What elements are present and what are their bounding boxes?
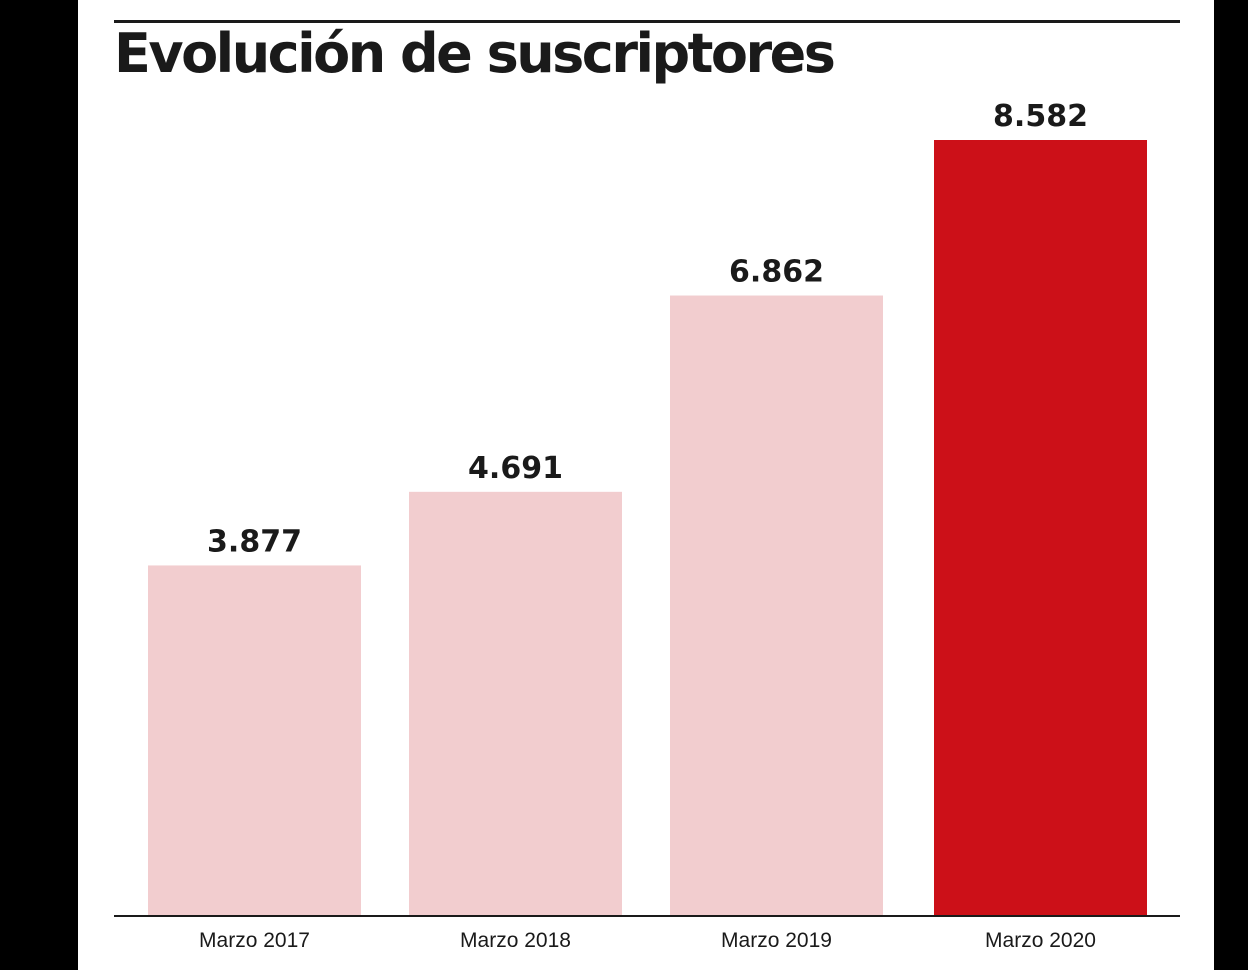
bar-4 — [934, 140, 1147, 916]
category-label-1: Marzo 2017 — [199, 929, 310, 952]
bars-group — [148, 140, 1147, 916]
bar-2 — [409, 491, 622, 916]
chart-panel: Evolución de suscriptores 3.877 4.691 6.86… — [78, 0, 1214, 970]
value-labels-group: 3.877 4.691 6.862 8.582 — [207, 99, 1088, 559]
category-label-4: Marzo 2020 — [985, 929, 1096, 952]
value-label-1: 3.877 — [207, 524, 302, 559]
bar-1 — [148, 565, 361, 916]
value-label-2: 4.691 — [468, 451, 563, 486]
category-label-2: Marzo 2018 — [460, 929, 571, 952]
chart-title: Evolución de suscriptores — [114, 22, 836, 85]
tick-labels-group: Marzo 2017 Marzo 2018 Marzo 2019 Marzo 2020 — [199, 929, 1096, 952]
value-label-3: 6.862 — [729, 255, 824, 290]
bar-3 — [670, 295, 883, 916]
top-rule — [114, 20, 1180, 23]
category-label-3: Marzo 2019 — [721, 929, 832, 952]
value-label-4: 8.582 — [993, 99, 1088, 134]
